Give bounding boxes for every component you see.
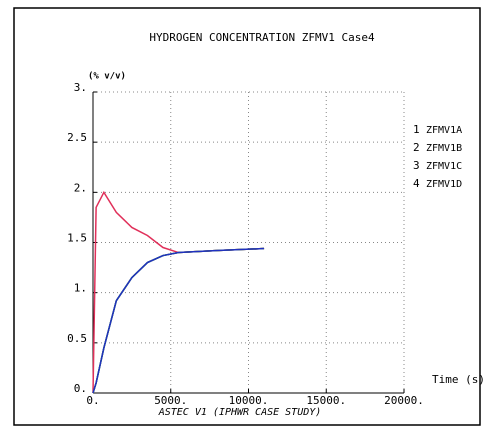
legend-marker: 3 (413, 159, 420, 172)
x-tick-label: 0. (86, 394, 99, 407)
y-tick-label: 2.5 (67, 131, 87, 144)
legend-marker: 2 (413, 141, 420, 154)
footer: ASTEC V1 (IPHWR CASE STUDY) (158, 407, 322, 418)
legend-label: ZFMV1D (426, 179, 462, 190)
legend-label: ZFMV1C (426, 161, 462, 172)
legend-marker: 1 (413, 123, 420, 136)
legend-marker: 4 (413, 177, 420, 190)
series-line (92, 190, 265, 394)
y-tick-label: 1. (74, 282, 87, 295)
x-tick-label: 20000. (384, 394, 424, 407)
legend-label: ZFMV1A (426, 125, 462, 136)
series-line (92, 247, 265, 394)
legend-label: ZFMV1B (426, 143, 462, 154)
y-tick-label: 2. (74, 181, 87, 194)
chart-title: HYDROGEN CONCENTRATION ZFMV1 Case4 (149, 31, 375, 44)
x-axis-label: Time (s) (432, 373, 485, 386)
x-tick-label: 10000. (229, 394, 269, 407)
x-tick-label: 5000. (154, 394, 187, 407)
y-tick-label: 0. (74, 382, 87, 395)
x-tick-label: 15000. (306, 394, 346, 407)
y-tick-label: 0.5 (67, 332, 87, 345)
series-line (92, 247, 265, 394)
series-line (92, 247, 265, 394)
y-axis-label: (% v/v) (88, 72, 126, 82)
y-tick-label: 1.5 (67, 232, 87, 245)
frame (13, 7, 481, 426)
y-tick-label: 3. (74, 81, 87, 94)
